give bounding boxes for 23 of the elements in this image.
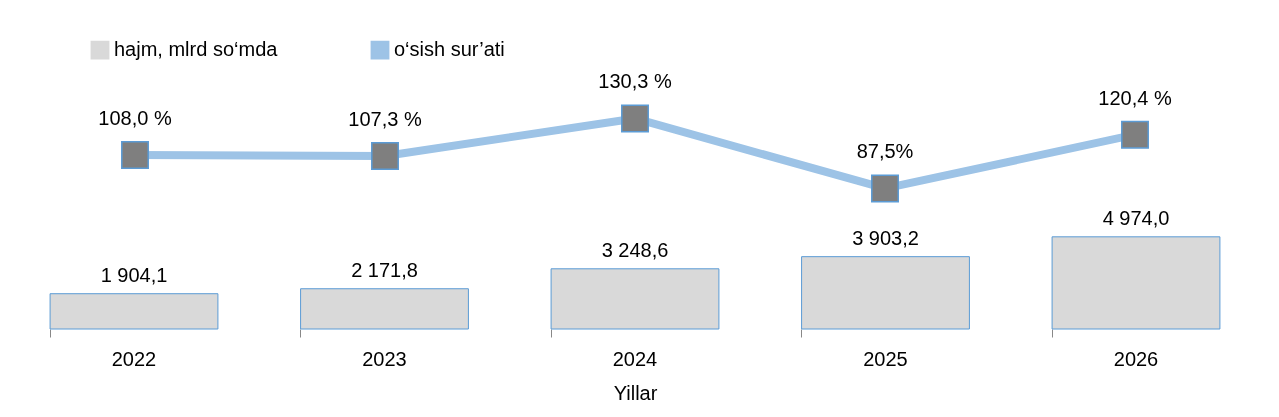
legend-label: o‘sish sur’ati — [394, 38, 505, 61]
data-label: 3 903,2 — [852, 226, 919, 249]
data-label: 120,4 % — [1098, 86, 1172, 109]
data-label: 3 248,6 — [601, 238, 669, 261]
data-label: 1 904,1 — [100, 263, 168, 286]
data-label: 2 171,8 — [351, 258, 418, 281]
bar — [1051, 236, 1221, 330]
x-axis-title: Yillar — [613, 381, 658, 404]
x-tick-label: 2026 — [1113, 347, 1159, 370]
x-tick-label: 2024 — [612, 347, 658, 370]
data-label: 130,3 % — [598, 70, 672, 93]
bar — [300, 288, 469, 330]
x-tick-label: 2022 — [111, 347, 157, 370]
data-label: 108,0 % — [98, 106, 172, 129]
bar — [801, 256, 970, 330]
x-tick-label: 2025 — [863, 347, 908, 370]
bar — [550, 268, 720, 330]
bar — [49, 293, 219, 330]
x-tick-label: 2023 — [362, 347, 407, 370]
data-label: 87,5% — [856, 140, 914, 163]
data-label: 107,3 % — [348, 108, 422, 131]
data-label: 4 974,0 — [1102, 206, 1170, 229]
legend-label: hajm, mlrd so‘mda — [114, 38, 279, 61]
